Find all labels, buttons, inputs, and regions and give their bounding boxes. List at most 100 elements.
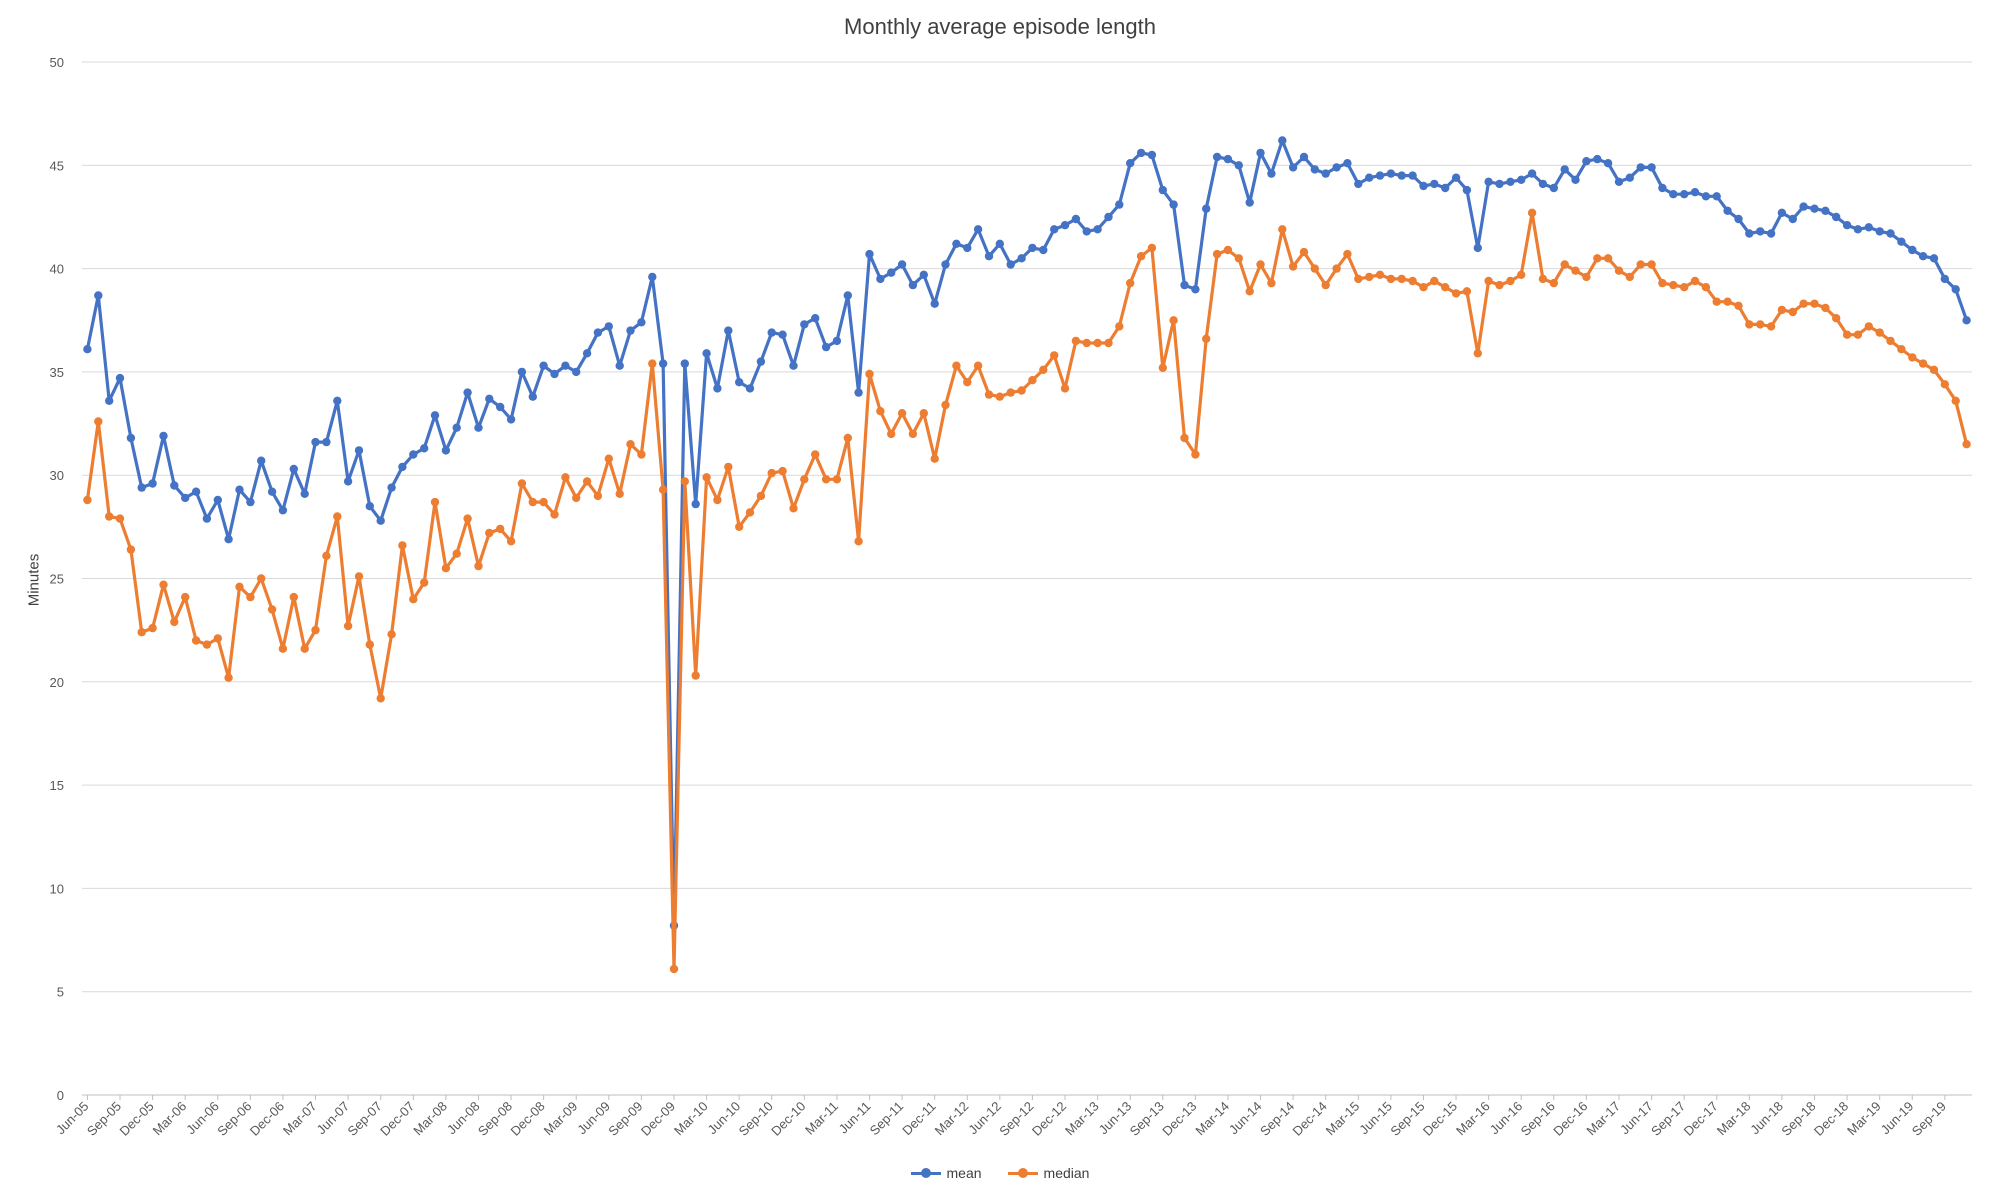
data-point-mean: [1462, 185, 1472, 195]
data-point-median: [496, 524, 505, 534]
data-point-mean: [267, 487, 277, 496]
data-point-mean: [1212, 152, 1222, 162]
data-point-median: [1473, 349, 1483, 358]
data-point-median: [984, 390, 994, 399]
data-point-median: [1745, 320, 1754, 329]
data-point-mean: [984, 252, 994, 261]
data-point-mean: [1245, 198, 1254, 207]
x-tick-label: Mar-10: [671, 1099, 711, 1139]
data-point-mean: [148, 479, 157, 488]
data-point-mean: [202, 514, 212, 523]
x-tick-label: Sep-18: [1778, 1099, 1818, 1139]
data-point-median: [83, 495, 92, 505]
data-point-median: [1734, 301, 1743, 310]
data-point-mean: [973, 225, 983, 234]
data-point-mean: [1136, 148, 1146, 158]
data-point-median: [409, 595, 418, 604]
data-point-median: [1647, 260, 1656, 269]
data-point-median: [1940, 380, 1950, 389]
data-point-median: [1886, 336, 1895, 346]
data-point-mean: [832, 336, 842, 346]
data-point-median: [115, 514, 125, 523]
x-tick-label: Jun-12: [965, 1099, 1004, 1138]
data-point-median: [528, 497, 537, 507]
data-point-mean: [1060, 221, 1070, 230]
data-point-mean: [1810, 204, 1819, 213]
data-point-mean: [963, 243, 972, 253]
data-point-median: [637, 450, 646, 459]
x-tick-label: Mar-06: [150, 1099, 190, 1139]
x-tick-label: Dec-13: [1159, 1099, 1199, 1139]
data-point-mean: [376, 516, 385, 525]
data-point-median: [1929, 365, 1939, 374]
data-point-mean: [1821, 206, 1830, 215]
data-point-median: [420, 578, 429, 587]
data-point-mean: [257, 456, 266, 465]
data-point-median: [94, 417, 103, 426]
data-point-mean: [1842, 221, 1852, 230]
x-tick-label: Jun-13: [1096, 1099, 1135, 1138]
x-tick-label: Mar-16: [1453, 1099, 1493, 1139]
x-tick-label: Mar-11: [802, 1099, 841, 1138]
data-point-mean: [365, 502, 374, 511]
data-point-median: [1582, 272, 1591, 282]
data-point-median: [876, 407, 885, 416]
data-point-median: [1777, 305, 1787, 315]
x-tick-label: Sep-09: [605, 1099, 645, 1139]
data-point-mean: [1614, 177, 1624, 186]
data-point-mean: [1028, 243, 1037, 253]
data-point-median: [1017, 386, 1026, 395]
data-point-mean: [800, 320, 809, 329]
data-point-median: [1039, 365, 1048, 374]
data-point-mean: [441, 446, 451, 455]
legend-swatch-mean: [910, 1167, 941, 1179]
data-point-median: [800, 475, 809, 484]
y-tick-label: 15: [50, 778, 64, 793]
data-point-median: [452, 549, 461, 558]
data-point-mean: [908, 280, 918, 290]
data-point-median: [669, 964, 679, 974]
data-point-mean: [778, 330, 787, 339]
data-point-median: [561, 473, 570, 482]
x-tick-label: Mar-14: [1192, 1099, 1232, 1139]
x-tick-label: Dec-09: [638, 1099, 678, 1139]
data-point-median: [1560, 260, 1569, 269]
data-point-mean: [1017, 254, 1026, 263]
data-point-median: [1158, 363, 1168, 372]
data-point-mean: [1929, 254, 1939, 263]
data-point-mean: [1386, 169, 1396, 178]
data-point-median: [756, 491, 766, 501]
x-tick-label: Sep-05: [84, 1099, 124, 1139]
data-point-median: [941, 400, 950, 410]
data-point-mean: [474, 423, 483, 432]
data-point-median: [1908, 353, 1917, 362]
data-point-mean: [1093, 225, 1102, 234]
data-point-mean: [1039, 245, 1048, 255]
data-point-mean: [811, 314, 820, 323]
data-point-mean: [1191, 285, 1200, 294]
data-point-mean: [1603, 159, 1613, 168]
x-tick-label: Dec-10: [768, 1099, 808, 1139]
data-point-mean: [452, 423, 461, 432]
data-point-mean: [191, 487, 201, 496]
data-point-median: [430, 497, 440, 507]
data-point-mean: [1756, 227, 1765, 236]
data-point-mean: [1658, 183, 1667, 193]
data-point-median: [137, 628, 146, 637]
data-point-mean: [1712, 192, 1721, 201]
data-point-mean: [289, 464, 298, 474]
data-point-median: [1115, 322, 1124, 331]
data-point-median: [1354, 274, 1363, 284]
x-tick-label: Dec-11: [899, 1099, 939, 1139]
data-point-mean: [1745, 229, 1754, 238]
data-point-median: [887, 429, 896, 439]
data-point-median: [322, 551, 331, 560]
x-tick-label: Sep-15: [1387, 1099, 1427, 1139]
x-tick-label: Dec-06: [247, 1099, 287, 1139]
data-point-mean: [311, 437, 320, 447]
data-point-mean: [1506, 177, 1515, 186]
data-point-mean: [735, 378, 744, 387]
data-point-mean: [1278, 136, 1287, 145]
data-point-mean: [105, 396, 114, 405]
data-point-mean: [1647, 163, 1656, 172]
